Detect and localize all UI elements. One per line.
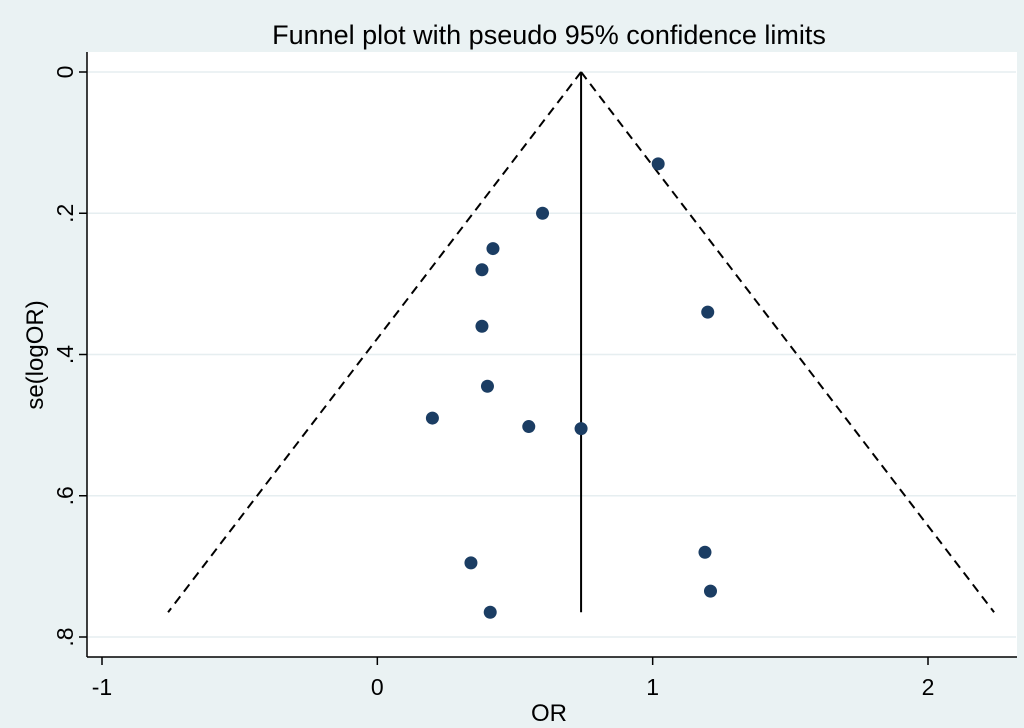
y-axis-label: se(logOR): [22, 300, 49, 409]
data-point-7: [425, 411, 439, 425]
data-points: [425, 157, 717, 619]
y-tick-label-1: .2: [52, 204, 78, 223]
lower-confidence-limit-line: [167, 71, 582, 613]
data-point-2: [486, 242, 500, 256]
grid-lines: [88, 71, 1016, 638]
data-point-0: [651, 157, 665, 171]
data-point-10: [698, 545, 712, 559]
axes: 0 .2 .4 .6 .8 -1 0 1 2: [52, 52, 1017, 700]
funnel-lines: [167, 71, 995, 613]
y-tick-label-2: .4: [52, 345, 78, 364]
upper-confidence-limit-line: [580, 71, 995, 613]
data-point-11: [464, 556, 478, 570]
x-tick-label-2: 1: [646, 674, 659, 700]
data-point-13: [483, 605, 497, 619]
x-tick-label-3: 2: [922, 674, 935, 700]
data-point-4: [701, 305, 715, 319]
chart-title: Funnel plot with pseudo 95% confidence l…: [272, 20, 826, 50]
data-point-3: [475, 263, 489, 277]
x-axis-label: OR: [531, 700, 567, 723]
x-tick-label-1: 0: [371, 674, 384, 700]
x-tick-label-0: -1: [92, 674, 112, 700]
data-point-6: [480, 379, 494, 393]
data-point-9: [574, 422, 588, 436]
y-tick-label-3: .6: [52, 486, 78, 505]
data-point-8: [522, 420, 536, 434]
data-point-12: [703, 584, 717, 598]
data-point-5: [475, 319, 489, 333]
y-tick-label-4: .8: [52, 627, 78, 646]
data-point-1: [536, 206, 550, 220]
y-tick-label-0: 0: [52, 66, 78, 79]
